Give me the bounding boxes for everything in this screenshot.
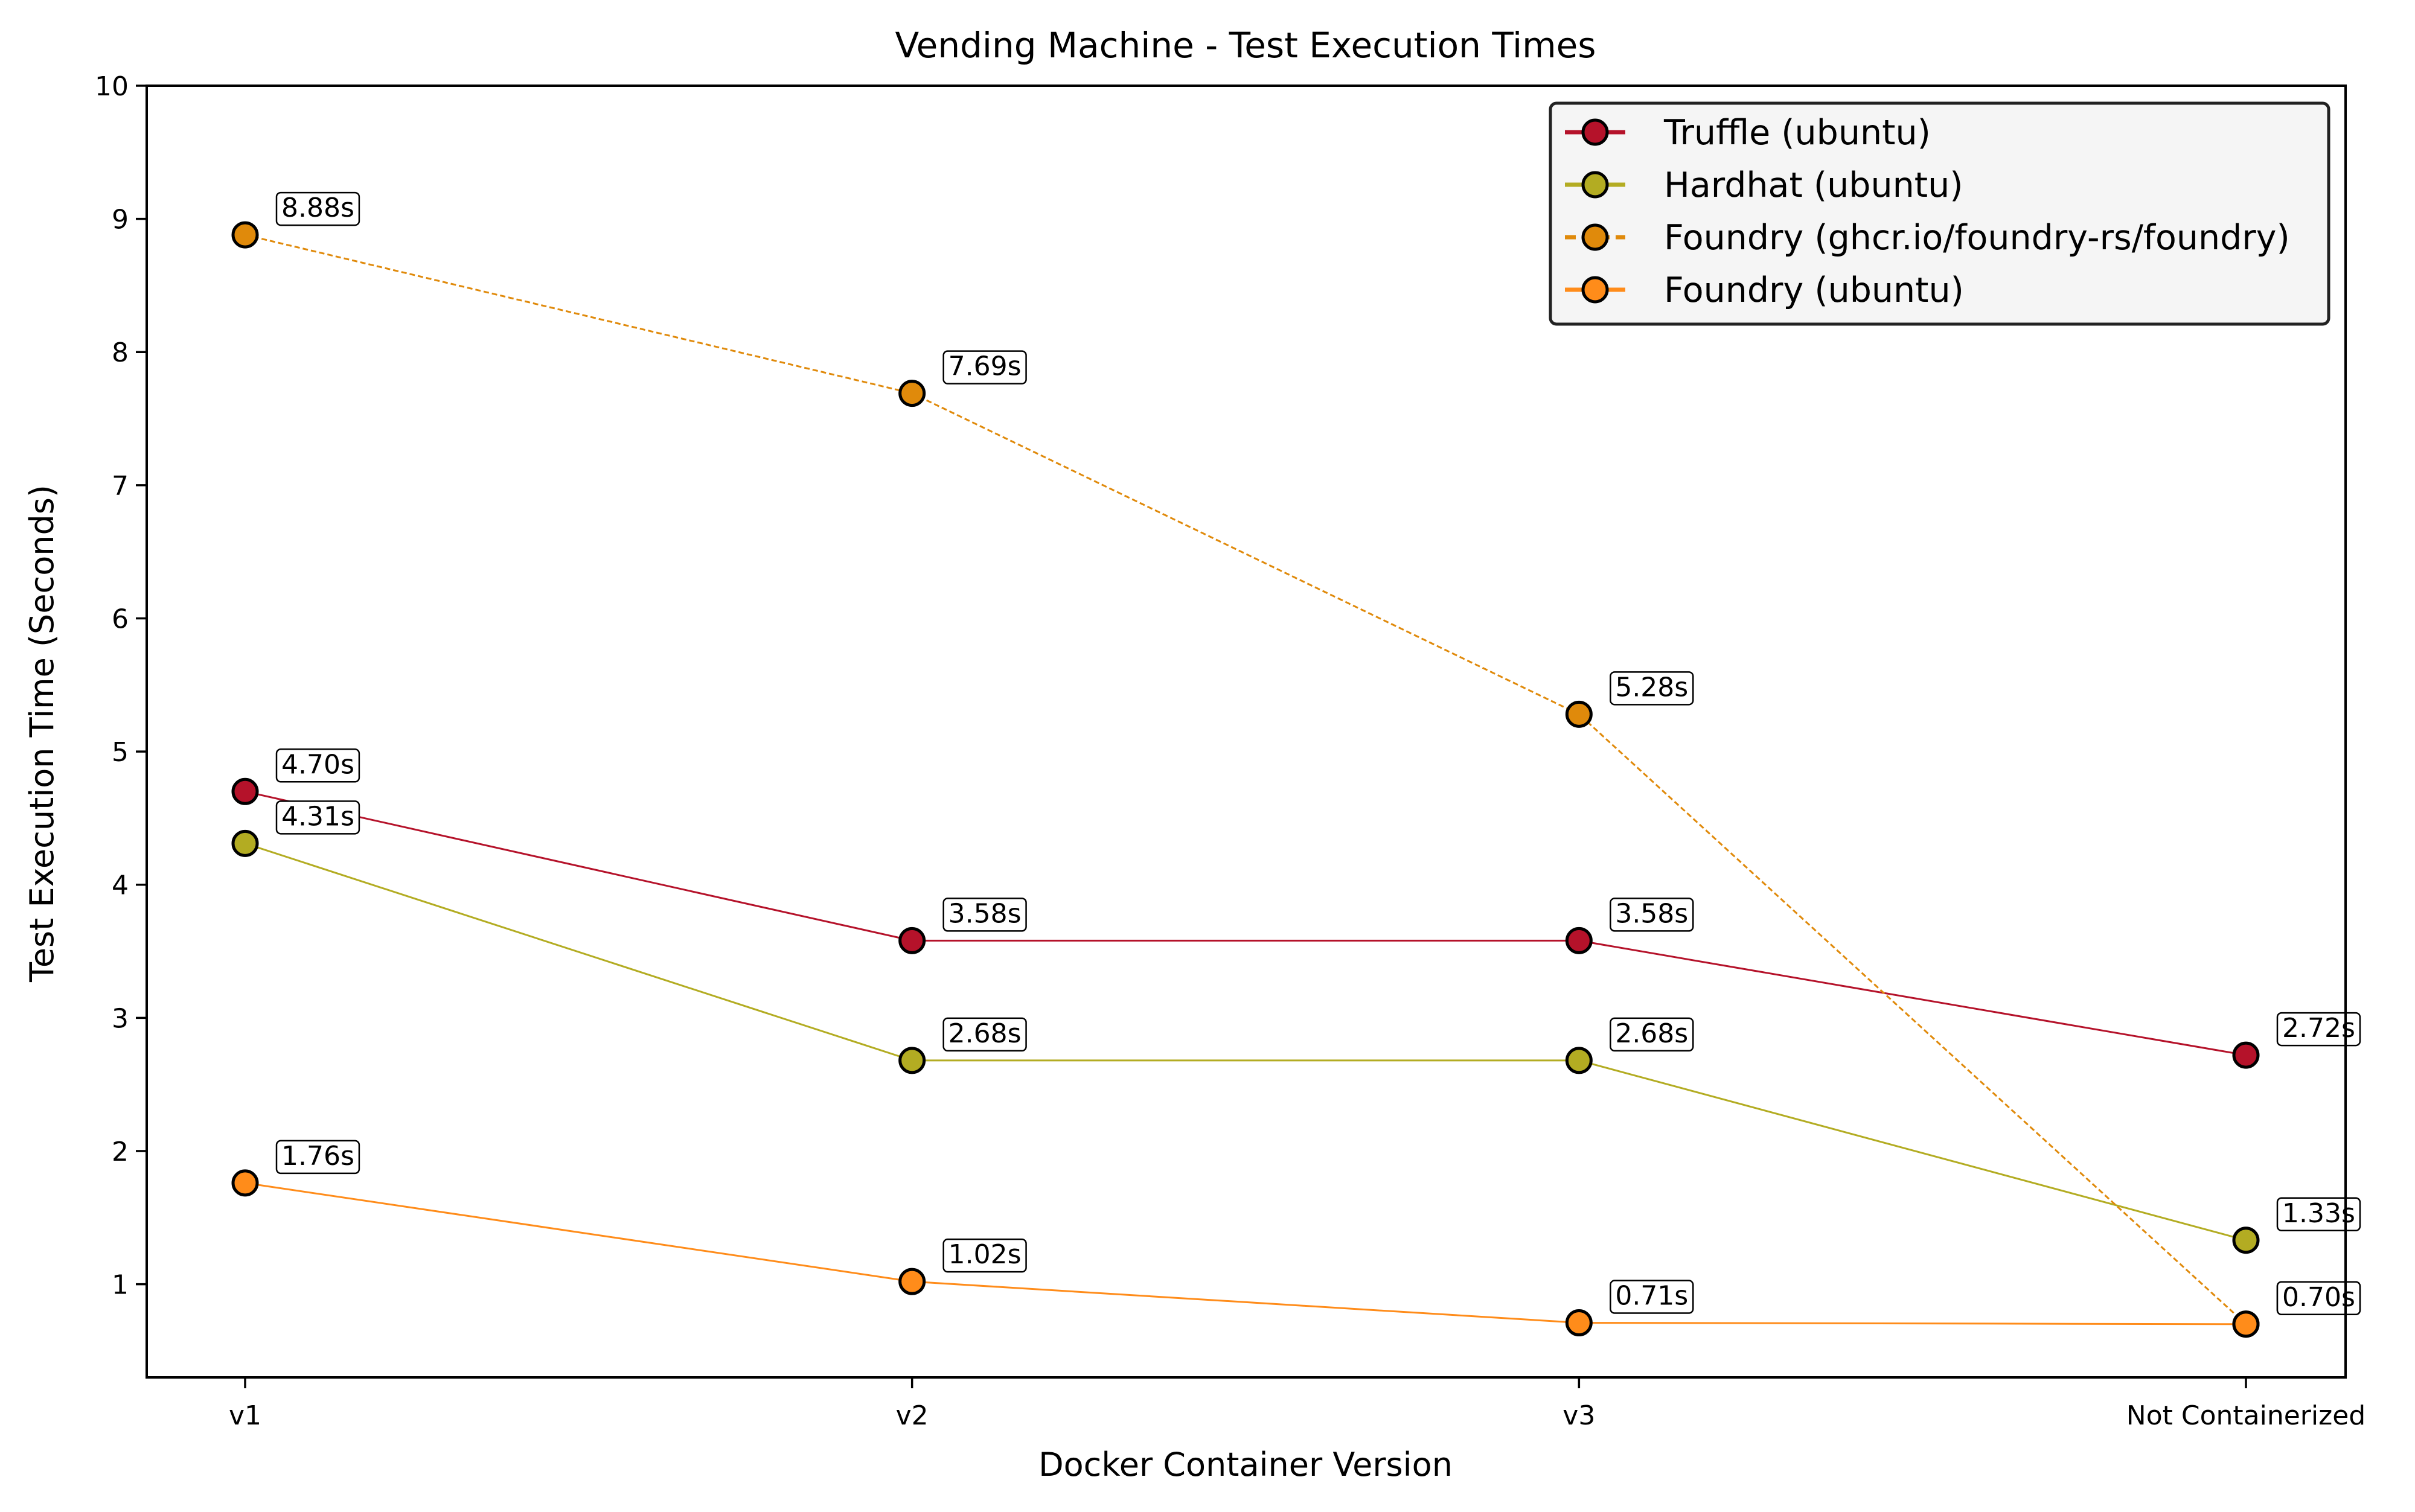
legend-entry-3: Foundry (ubuntu) — [1664, 270, 1964, 310]
data-point-0-0 — [231, 777, 259, 805]
data-label-box — [1610, 1280, 1694, 1314]
series-line-2 — [245, 234, 2247, 1325]
data-label-text: 4.31s — [281, 801, 354, 832]
data-point-3-1 — [898, 1268, 926, 1295]
data-label-text: 0.70s — [2282, 1282, 2355, 1313]
y-tick-label: 4 — [112, 870, 129, 901]
data-point-1-2 — [1565, 1047, 1593, 1074]
series-line-0 — [245, 790, 2247, 1056]
legend-swatch-marker-3 — [1581, 276, 1609, 304]
data-label-1-0: 4.31s — [275, 800, 360, 835]
data-label-box — [2276, 1012, 2361, 1047]
data-label-text: 2.68s — [1615, 1018, 1688, 1049]
legend-entry-0: Truffle (ubuntu) — [1663, 113, 1931, 153]
data-point-2-2 — [1565, 700, 1593, 728]
data-point-1-0 — [231, 829, 259, 857]
data-label-text: 7.69s — [948, 351, 1022, 382]
data-label-1-2: 2.68s — [1610, 1017, 1694, 1052]
data-label-text: 0.71s — [1615, 1281, 1688, 1312]
data-label-3-2: 0.71s — [1610, 1280, 1694, 1314]
data-point-1-3 — [2232, 1227, 2260, 1254]
data-label-1-3: 1.33s — [2276, 1197, 2361, 1232]
data-label-box — [2276, 1281, 2361, 1316]
data-point-3-3 — [2232, 1310, 2260, 1338]
series-line-3 — [245, 1182, 2247, 1325]
legend: Truffle (ubuntu) Hardhat (ubuntu) Foundry … — [1549, 101, 2330, 326]
data-label-box — [275, 748, 360, 783]
plot-frame — [146, 85, 2347, 1379]
x-tick-label: v3 — [1563, 1400, 1595, 1431]
data-label-text: 1.33s — [2282, 1198, 2355, 1229]
data-label-0-1: 3.58s — [942, 898, 1027, 932]
data-label-text: 2.68s — [948, 1018, 1022, 1049]
data-label-box — [1610, 1017, 1694, 1052]
data-label-0-0: 4.70s — [275, 748, 360, 783]
y-tick-label: 3 — [112, 1003, 129, 1034]
axes: 1 2 3 4 5 6 7 8 9 10 v1 v2 v3 Not Containerized — [95, 71, 2365, 1431]
data-label-0-2: 3.58s — [1610, 898, 1694, 932]
data-label-box — [275, 1140, 360, 1175]
legend-swatch-marker-0 — [1581, 118, 1609, 146]
data-point-0-1 — [898, 927, 926, 954]
data-label-3-0: 1.76s — [275, 1140, 360, 1175]
x-tick-label: v2 — [896, 1400, 929, 1431]
data-label-box — [275, 800, 360, 835]
data-label-text: 5.28s — [1615, 672, 1688, 703]
data-label-1-1: 2.68s — [942, 1017, 1027, 1052]
legend-swatch-marker-2 — [1581, 223, 1609, 251]
data-label-text: 8.88s — [281, 193, 354, 223]
data-label-box — [942, 1017, 1027, 1052]
legend-box — [1549, 101, 2330, 326]
data-label-text: 3.58s — [948, 898, 1022, 929]
data-label-box — [942, 1238, 1027, 1273]
y-tick-label: 8 — [112, 337, 129, 368]
x-tick-label: Not Containerized — [2126, 1400, 2365, 1431]
data-label-text: 4.70s — [281, 749, 354, 780]
data-label-3-3: 0.70s — [2276, 1281, 2361, 1316]
data-label-box — [1610, 671, 1694, 706]
plot-area: 4.70s 3.58s 3.58s 2.72s 4.31s 2.68s 2.68s 1.33s… — [231, 191, 2361, 1338]
y-tick-label: 1 — [112, 1270, 129, 1301]
data-label-2-1: 7.69s — [942, 350, 1027, 384]
y-tick-label: 10 — [95, 71, 129, 102]
data-label-box — [1610, 898, 1694, 932]
data-point-3-0 — [231, 1169, 259, 1197]
data-label-text: 3.58s — [1615, 898, 1688, 929]
data-label-box — [942, 898, 1027, 932]
y-tick-label: 7 — [112, 471, 129, 502]
data-label-text: 1.02s — [948, 1239, 1022, 1270]
chart-title: Vending Machine - Test Execution Times — [895, 25, 1596, 66]
y-tick-label: 5 — [112, 737, 129, 768]
x-axis-label: Docker Container Version — [1038, 1446, 1453, 1484]
data-label-2-0: 8.88s — [275, 191, 360, 226]
x-tick-label: v1 — [229, 1400, 261, 1431]
data-point-2-1 — [898, 380, 926, 407]
legend-entry-2: Foundry (ghcr.io/foundry-rs/foundry) — [1664, 218, 2290, 258]
legend-entry-1: Hardhat (ubuntu) — [1664, 165, 1963, 205]
data-point-1-1 — [898, 1047, 926, 1074]
data-label-text: 1.76s — [281, 1141, 354, 1172]
data-label-3-1: 1.02s — [942, 1238, 1027, 1273]
y-axis-label: Test Execution Time (Seconds) — [23, 485, 61, 983]
data-label-0-3: 2.72s — [2276, 1012, 2361, 1047]
y-tick-label: 6 — [112, 604, 129, 634]
data-point-0-2 — [1565, 927, 1593, 954]
data-point-3-2 — [1565, 1309, 1593, 1337]
y-tick-label: 2 — [112, 1137, 129, 1167]
legend-swatch-marker-1 — [1581, 171, 1609, 199]
series-line-1 — [245, 842, 2247, 1242]
data-label-text: 2.72s — [2282, 1013, 2355, 1044]
data-label-box — [942, 350, 1027, 384]
data-point-2-0 — [231, 221, 259, 249]
data-label-box — [2276, 1197, 2361, 1232]
data-label-2-2: 5.28s — [1610, 671, 1694, 706]
data-point-0-3 — [2232, 1041, 2260, 1069]
y-tick-label: 9 — [112, 205, 129, 235]
data-label-box — [275, 191, 360, 226]
